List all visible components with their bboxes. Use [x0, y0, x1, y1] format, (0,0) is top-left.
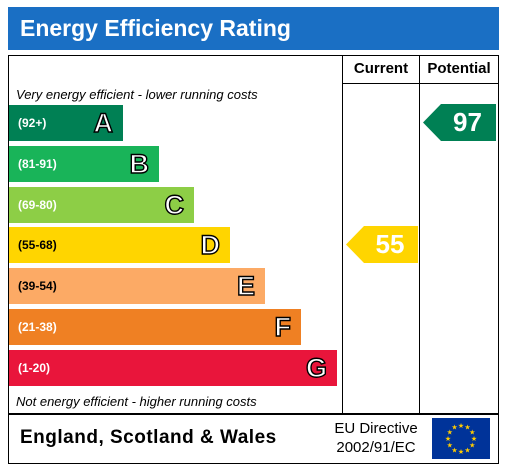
potential-rating-value: 97 [439, 104, 496, 141]
svg-text:★: ★ [451, 424, 457, 432]
directive-line-2: 2002/91/EC [326, 439, 426, 456]
directive-line-1: EU Directive [326, 420, 426, 437]
band-g-range: (1-20) [18, 350, 50, 386]
svg-text:★: ★ [464, 446, 470, 454]
country-label: England, Scotland & Wales [20, 414, 277, 462]
bottom-note: Not energy efficient - higher running co… [16, 394, 257, 409]
band-e: (39-54) E [9, 268, 265, 304]
band-c-letter: C [165, 187, 185, 223]
band-a: (92+) A [9, 105, 123, 141]
band-d-range: (55-68) [18, 227, 57, 263]
band-f-range: (21-38) [18, 309, 57, 345]
band-g-letter: G [306, 350, 327, 386]
band-b-range: (81-91) [18, 146, 57, 182]
top-note: Very energy efficient - lower running co… [16, 87, 258, 102]
band-b: (81-91) B [9, 146, 159, 182]
band-g: (1-20) G [9, 350, 337, 386]
potential-column-divider [419, 55, 420, 413]
header-divider [342, 83, 498, 84]
chart-title: Energy Efficiency Rating [20, 7, 291, 50]
band-c-range: (69-80) [18, 187, 57, 223]
svg-text:★: ★ [458, 448, 464, 456]
band-a-letter: A [94, 105, 114, 141]
current-rating-value: 55 [362, 226, 418, 263]
band-d: (55-68) D [9, 227, 230, 263]
current-rating-marker: 55 [346, 226, 418, 263]
current-column-header: Current [343, 55, 419, 83]
potential-rating-marker: 97 [423, 104, 496, 141]
eu-flag-icon: ★ ★ ★ ★ ★ ★ ★ ★ ★ ★ ★ ★ [432, 418, 490, 464]
band-f-letter: F [275, 309, 292, 345]
band-a-range: (92+) [18, 105, 46, 141]
svg-text:★: ★ [458, 422, 464, 430]
band-f: (21-38) F [9, 309, 301, 345]
band-b-letter: B [130, 146, 150, 182]
band-d-letter: D [201, 227, 221, 263]
current-column-divider [342, 55, 343, 413]
band-e-range: (39-54) [18, 268, 57, 304]
band-e-letter: E [237, 268, 255, 304]
band-c: (69-80) C [9, 187, 194, 223]
potential-column-header: Potential [420, 55, 498, 83]
